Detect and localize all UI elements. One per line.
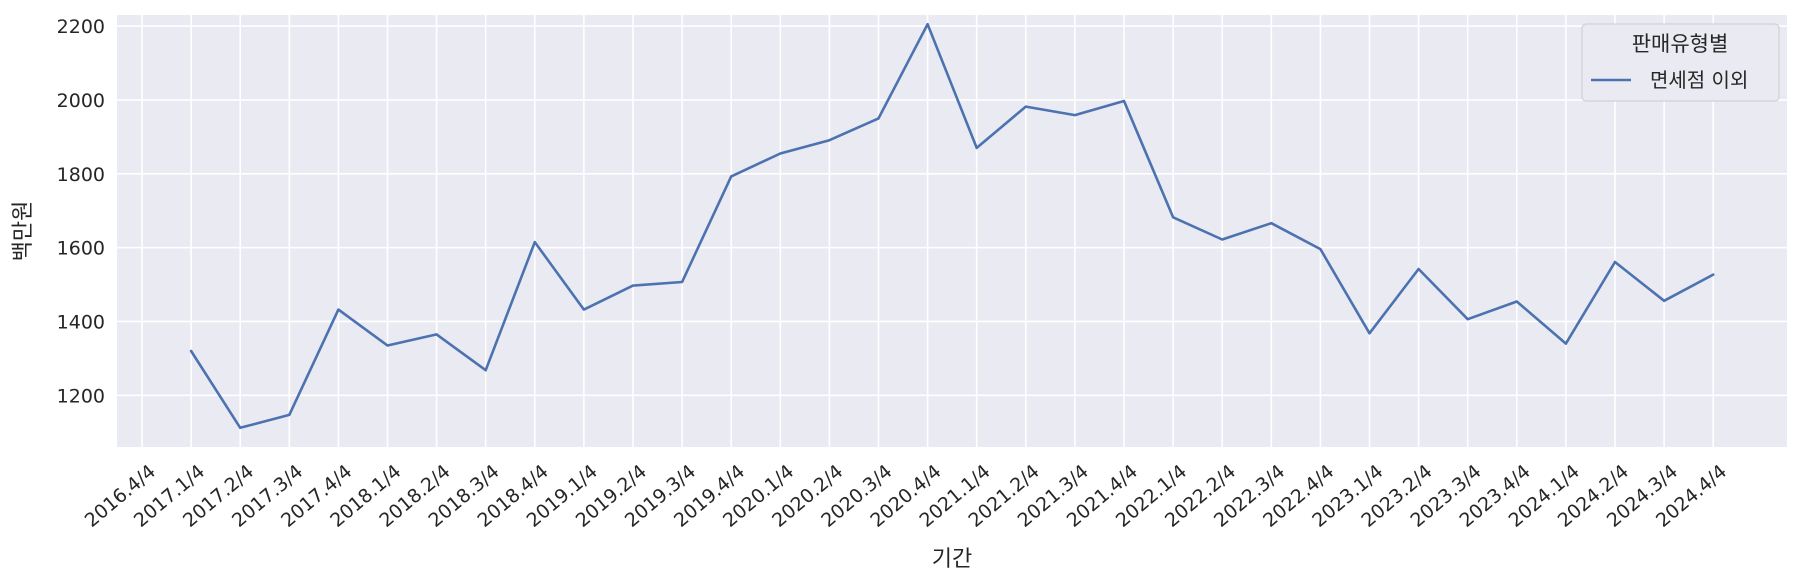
- y-axis-label: 백만원: [11, 201, 36, 262]
- y-tick-label: 2200: [57, 16, 105, 38]
- x-axis-label: 기간: [932, 547, 972, 572]
- legend-box: [1581, 23, 1780, 102]
- y-tick-label: 1600: [57, 238, 105, 260]
- x-tick-labels: 2016.4/42017.1/42017.2/42017.3/42017.4/4…: [81, 460, 1731, 531]
- series-line: [189, 22, 1715, 430]
- y-tick-label: 1400: [57, 311, 105, 333]
- y-tick-label: 1800: [57, 164, 105, 186]
- series-layer: [189, 22, 1715, 430]
- legend-entry-label: 면세점 이외: [1650, 68, 1748, 92]
- legend-title: 판매유형별: [1632, 32, 1729, 56]
- y-tick-labels: 1200 1400 1600 1800 2000 2200: [57, 16, 105, 407]
- y-tick-label: 1200: [57, 385, 105, 407]
- x-gridlines: [141, 15, 1714, 447]
- plot-area: [117, 15, 1787, 447]
- y-tick-label: 2000: [57, 90, 105, 112]
- y-gridlines: [117, 25, 1787, 397]
- legend: 판매유형별 면세점 이외: [1581, 23, 1780, 102]
